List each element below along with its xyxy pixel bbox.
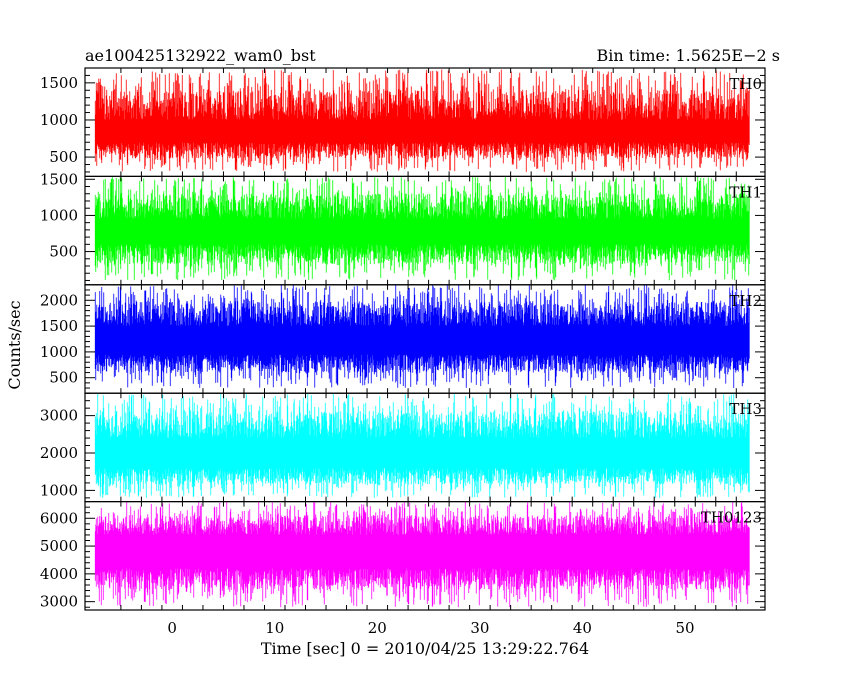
y-tick-label: 3000 — [40, 407, 78, 425]
y-tick-label: 1000 — [40, 343, 78, 361]
panel-label-th0123: TH0123 — [701, 509, 762, 527]
y-tick-label: 500 — [49, 243, 78, 261]
x-tick-label: 30 — [470, 619, 489, 637]
x-tick-label: 40 — [573, 619, 592, 637]
panels-group: 500 1000 1500 TH0 500 1000 1500 TH1 500 1000 1500 2… — [40, 67, 766, 611]
x-tick-label: 20 — [368, 619, 387, 637]
y-tick-label: 1500 — [40, 317, 78, 335]
panel-th1: 500 1000 1500 TH1 — [40, 170, 766, 286]
panel-label-th0: TH0 — [729, 75, 762, 93]
y-tick-label: 500 — [49, 369, 78, 387]
y-tick-label: 6000 — [40, 509, 78, 527]
y-tick-label: 500 — [49, 148, 78, 166]
panel-th0: 500 1000 1500 TH0 — [40, 67, 766, 178]
y-tick-label: 2000 — [40, 291, 78, 309]
y-tick-label: 1500 — [40, 170, 78, 188]
y-tick-label: 3000 — [40, 593, 78, 611]
x-tick-label: 50 — [675, 619, 694, 637]
panel-label-th1: TH1 — [729, 183, 762, 201]
series-th2 — [94, 284, 750, 389]
series-th0 — [94, 69, 750, 172]
series-th3 — [94, 393, 750, 498]
bin-time-label: Bin time: 1.5625E−2 s — [597, 46, 780, 65]
panel-th3: 1000 2000 3000 TH3 — [40, 392, 766, 503]
y-tick-label: 1000 — [40, 206, 78, 224]
y-tick-label: 5000 — [40, 537, 78, 555]
chart-title: ae100425132922_wam0_bst — [85, 46, 316, 65]
y-tick-label: 1500 — [40, 74, 78, 92]
y-tick-label: 1000 — [40, 111, 78, 129]
y-tick-label: 2000 — [40, 444, 78, 462]
series-th0123 — [94, 501, 750, 608]
y-axis-title: Counts/sec — [5, 300, 24, 389]
x-tick-label: 0 — [167, 619, 177, 637]
y-tick-label: 4000 — [40, 565, 78, 583]
x-axis-title: Time [sec] 0 = 2010/04/25 13:29:22.764 — [261, 639, 589, 658]
x-tick-label: 10 — [265, 619, 284, 637]
panel-frame — [84, 501, 766, 611]
panel-th0123: 3000 4000 5000 6000 TH0123 — [40, 501, 766, 611]
panel-label-th2: TH2 — [729, 292, 762, 310]
y-tick-label: 1000 — [40, 481, 78, 499]
x-axis: 0 10 20 30 40 50 — [167, 619, 694, 637]
panel-label-th3: TH3 — [729, 400, 762, 418]
panel-th2: 500 1000 1500 2000 TH2 — [40, 284, 766, 394]
series-th1 — [94, 176, 750, 281]
